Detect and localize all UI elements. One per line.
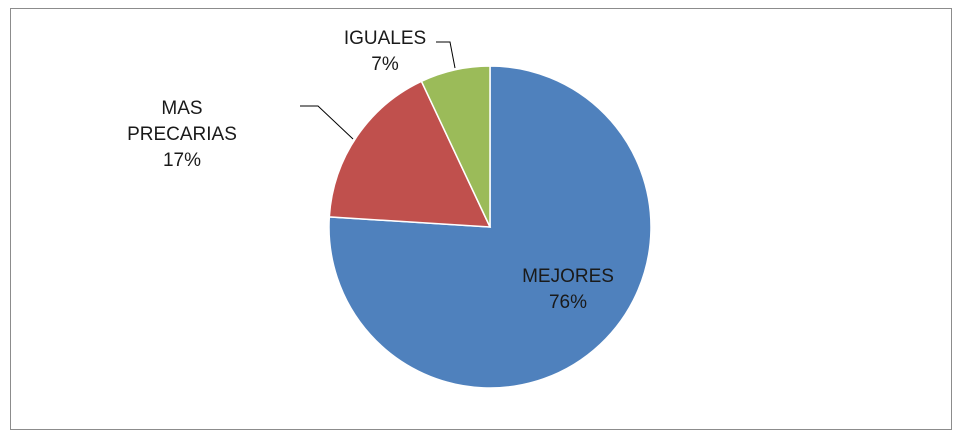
leader-line xyxy=(300,105,354,140)
slice-label: IGUALES 7% xyxy=(315,26,455,78)
category-label: MAS PRECARIAS xyxy=(127,98,237,145)
value-label: 17% xyxy=(162,150,202,171)
value-label: 76% xyxy=(548,292,588,313)
pie-slice xyxy=(328,80,492,228)
slice-label: MAS PRECARIAS 17% xyxy=(127,96,237,174)
category-label: IGUALES xyxy=(343,28,427,49)
pie-slice xyxy=(420,65,491,228)
leader-line xyxy=(436,41,456,69)
category-label: MEJORES xyxy=(522,266,614,287)
value-label: 7% xyxy=(371,54,399,75)
slice-label: MEJORES 76% xyxy=(498,264,638,316)
